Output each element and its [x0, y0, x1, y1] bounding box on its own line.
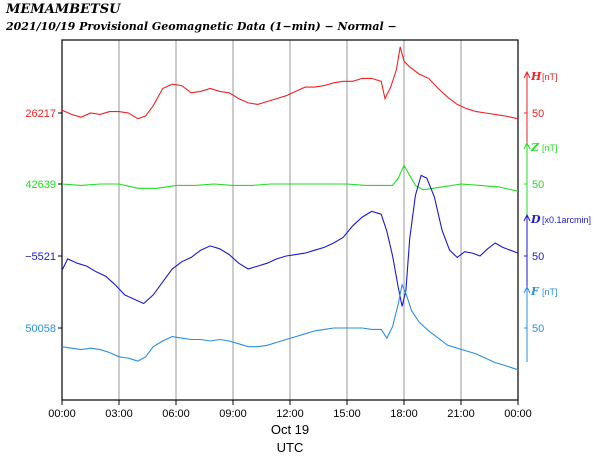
scale-value-H: 50: [532, 108, 544, 120]
scale-value-D: 50: [532, 251, 544, 263]
baseline-labels: 26217 42639 −5521 50058: [25, 108, 62, 335]
series-line-F: [61, 282, 519, 371]
x-tick-label: 18:00: [390, 408, 418, 420]
baseline-value-F: 50058: [25, 323, 56, 335]
series-lines: [61, 46, 519, 371]
x-axis-label: UTC: [277, 440, 304, 455]
x-tick-label: 00:00: [48, 408, 76, 420]
scale-arrowhead-D: [523, 213, 531, 222]
station-title: MEMAMBETSU: [6, 2, 121, 17]
channel-label-Z: Z: [530, 141, 540, 154]
scale-arrowhead-F: [523, 285, 531, 294]
channel-unit-F: [nT]: [542, 287, 558, 297]
grid-lines: [118, 40, 462, 400]
chart-subtitle: 2021/10/19 Provisional Geomagnetic Data …: [6, 20, 397, 33]
scale-value-F: 50: [532, 323, 544, 335]
x-tick-label: 06:00: [162, 408, 190, 420]
baseline-value-Z: 42639: [25, 179, 56, 191]
x-tick-label: 15:00: [333, 408, 361, 420]
series-line-D: [61, 174, 519, 307]
x-tick-label: 00:00: [504, 408, 532, 420]
date-label: Oct 19: [271, 422, 309, 437]
x-tick-label: 21:00: [447, 408, 475, 420]
channel-unit-D: [x0.1arcmin]: [542, 215, 591, 225]
scale-arrowhead-H: [523, 70, 531, 79]
channel-label-H: H: [530, 70, 542, 83]
x-tick-label: 09:00: [219, 408, 247, 420]
channel-label-D: D: [530, 213, 541, 226]
x-tick-label: 12:00: [276, 408, 304, 420]
baseline-value-H: 26217: [25, 108, 56, 120]
x-tick-label: 03:00: [105, 408, 133, 420]
scale-arrowhead-Z: [523, 141, 531, 150]
baseline-value-D: −5521: [25, 251, 56, 263]
series-line-H: [61, 46, 519, 120]
channel-unit-Z: [nT]: [542, 143, 558, 153]
channel-scales: H [nT]50Z [nT]50D [x0.1arcmin]50F [nT]50: [523, 70, 591, 362]
series-line-Z: [61, 164, 519, 192]
scale-value-Z: 50: [532, 179, 544, 191]
x-axis: 00:00 03:00 06:00 09:00 12:00 15:00 18:00 21:00…: [48, 400, 532, 420]
channel-unit-H: [nT]: [542, 72, 558, 82]
channel-label-F: F: [530, 285, 540, 298]
